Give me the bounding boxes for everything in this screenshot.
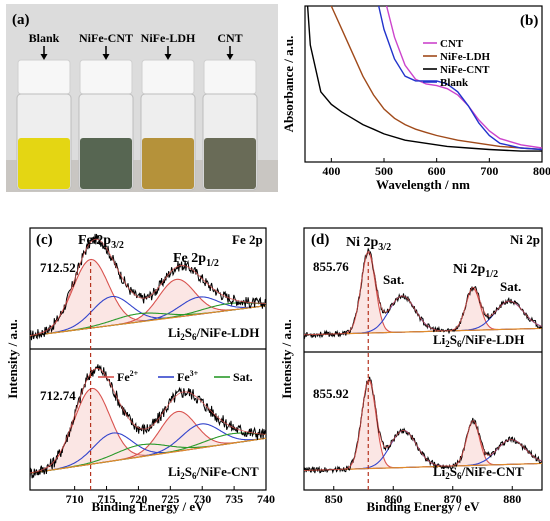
panel-b-frame bbox=[304, 5, 543, 163]
peak-fill bbox=[304, 421, 542, 471]
legend-entry: CNT bbox=[440, 38, 464, 50]
ni-peak-value-bottom: 855.92 bbox=[313, 386, 349, 401]
legend-entry: Fe3+ bbox=[177, 369, 199, 384]
vial-liquid bbox=[18, 138, 70, 189]
series-line bbox=[330, 5, 543, 151]
ni-sample-bottom: Li2S6/NiFe-CNT bbox=[433, 464, 524, 481]
panel-c-frame bbox=[29, 227, 267, 491]
fit-envelope bbox=[304, 251, 543, 336]
vial-label: CNT bbox=[217, 31, 242, 45]
ni-peak-value-top: 855.76 bbox=[313, 259, 349, 274]
x-tick-label: 735 bbox=[225, 492, 243, 506]
peak-fill bbox=[304, 288, 542, 335]
x-tick-label: 720 bbox=[129, 492, 147, 506]
vial-arrowhead bbox=[226, 54, 234, 60]
photo-labels: Blank NiFe-CNT NiFe-LDH CNT bbox=[29, 31, 243, 60]
fe-sample-top: Li2S6/NiFe-LDH bbox=[168, 325, 259, 342]
x-tick-label: 730 bbox=[193, 492, 211, 506]
panel-c-title: Fe 2p bbox=[232, 232, 263, 247]
panel-c-xlabel: Binding Energy / eV bbox=[91, 499, 205, 514]
vial-cap bbox=[203, 59, 257, 95]
x-tick-label: 710 bbox=[66, 492, 84, 506]
panel-b-xlabel: Wavelength / nm bbox=[376, 177, 470, 192]
ni-sat-label-1: Sat. bbox=[383, 272, 404, 287]
fe-sample-bottom: Li2S6/NiFe-CNT bbox=[168, 464, 259, 481]
vial-cap bbox=[17, 59, 71, 95]
panel-b-ticks: 400 500 600 700 800 bbox=[322, 158, 550, 178]
legend-entry: Sat. bbox=[233, 370, 253, 384]
panel-d-label: (d) bbox=[311, 232, 329, 248]
panel-a-label: (a) bbox=[12, 12, 30, 28]
panel-d-title: Ni 2p bbox=[510, 232, 540, 247]
x-tick-label: 500 bbox=[375, 164, 393, 178]
fe-peak-value-bottom: 712.74 bbox=[40, 388, 76, 403]
fe2p-spectra bbox=[29, 233, 267, 490]
panel-a: (a) Blank NiFe-CNT NiFe-LDH CNT bbox=[6, 4, 278, 192]
ni-sample-top: Li2S6/NiFe-LDH bbox=[433, 332, 524, 349]
vial-cap bbox=[141, 59, 195, 95]
x-tick-label: 715 bbox=[98, 492, 116, 506]
panel-d-ylabel: Intensity / a.u. bbox=[279, 319, 294, 398]
x-tick-label: 800 bbox=[533, 164, 550, 178]
series-line bbox=[378, 5, 543, 151]
background-line bbox=[29, 305, 267, 337]
panel-b-label: (b) bbox=[520, 13, 538, 29]
vial-label: NiFe-CNT bbox=[79, 31, 133, 45]
fe-2p32-label: Fe 2p3/2 bbox=[78, 233, 124, 251]
x-tick-label: 880 bbox=[503, 492, 521, 506]
panel-b-ylabel: Absorbance / a.u. bbox=[281, 36, 296, 133]
panel-c: 710 715 720 725 730 735 740 (c) Fe 2p Fe 2p3/2… bbox=[5, 227, 275, 514]
vial-liquid bbox=[142, 138, 194, 189]
x-tick-label: 850 bbox=[325, 492, 343, 506]
panel-d: 850 860 870 880 (d) Ni 2p Ni 2p3/2 Sat. Ni … bbox=[279, 227, 543, 514]
x-tick-label: 700 bbox=[480, 164, 498, 178]
x-tick-label: 400 bbox=[322, 164, 340, 178]
vial-arrowhead bbox=[40, 54, 48, 60]
series-line bbox=[306, 5, 542, 152]
vial-label: Blank bbox=[29, 31, 60, 45]
fit-envelope bbox=[29, 238, 266, 337]
panel-b: 400 500 600 700 800 (b) CNTNiFe-LDHNiFe-CNTB… bbox=[281, 5, 550, 192]
legend-entry: Blank bbox=[440, 77, 469, 89]
legend-entry: NiFe-LDH bbox=[440, 51, 491, 63]
ni-2p12-label: Ni 2p1/2 bbox=[453, 262, 498, 280]
series-line bbox=[385, 5, 543, 149]
panel-c-ticks: 710 715 720 725 730 735 740 bbox=[66, 486, 275, 506]
legend-entry: NiFe-CNT bbox=[440, 64, 490, 76]
panel-c-legend: Fe2+ Fe3+ Sat. bbox=[98, 369, 253, 384]
vial-liquid bbox=[80, 138, 132, 189]
panel-d-frame bbox=[303, 227, 543, 491]
panel-c-label: (c) bbox=[36, 232, 53, 248]
ni2p-spectra bbox=[303, 247, 543, 490]
vial-cap bbox=[79, 59, 133, 95]
x-tick-label: 600 bbox=[428, 164, 446, 178]
raw-spectrum bbox=[29, 233, 267, 341]
x-tick-label: 725 bbox=[161, 492, 179, 506]
legend-entry: Fe2+ bbox=[117, 369, 139, 384]
vial-arrowhead bbox=[102, 54, 110, 60]
x-tick-label: 870 bbox=[444, 492, 462, 506]
x-tick-label: 740 bbox=[257, 492, 275, 506]
peak-fill bbox=[304, 252, 542, 335]
fit-envelope bbox=[303, 378, 543, 471]
vial-label: NiFe-LDH bbox=[141, 31, 196, 45]
fit-component bbox=[304, 287, 542, 336]
vials bbox=[16, 59, 258, 191]
raw-spectrum bbox=[29, 364, 267, 479]
x-tick-label: 860 bbox=[384, 492, 402, 506]
panel-c-ylabel: Intensity / a.u. bbox=[5, 319, 20, 398]
uv-vis-curves bbox=[306, 5, 543, 152]
fit-envelope bbox=[29, 368, 266, 474]
vial-arrowhead bbox=[164, 54, 172, 60]
peak-fill bbox=[30, 259, 266, 336]
vial-liquid bbox=[204, 138, 256, 189]
ni-sat-label-2: Sat. bbox=[500, 279, 521, 294]
panel-d-ticks: 850 860 870 880 bbox=[325, 486, 521, 506]
fe-peak-value-top: 712.52 bbox=[40, 260, 76, 275]
panel-d-xlabel: Binding Energy / eV bbox=[366, 499, 480, 514]
background-line bbox=[29, 437, 267, 474]
